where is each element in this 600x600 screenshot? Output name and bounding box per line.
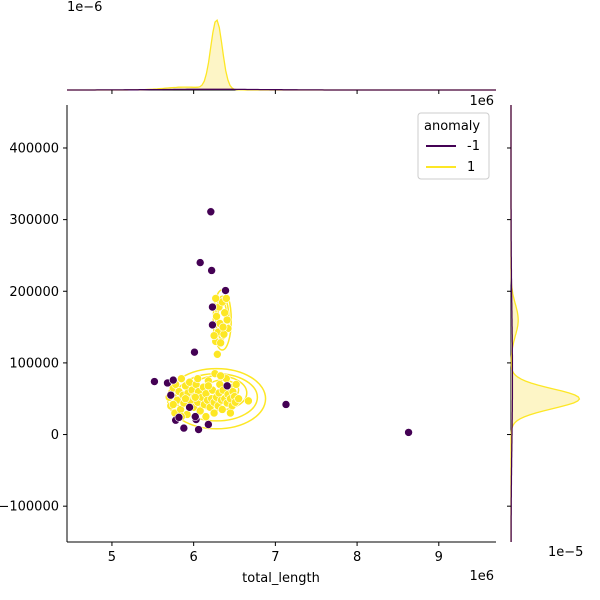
legend-title: anomaly (424, 119, 480, 134)
x-tick-label: 7 (271, 550, 279, 565)
scatter-point-anomaly (190, 412, 200, 421)
scatter-point-anomaly (207, 266, 216, 275)
scatter-point-normal (190, 392, 200, 402)
scatter-point-anomaly (185, 403, 194, 412)
legend-entry-anomaly: -1 (467, 139, 480, 154)
y-tick-label: 300000 (9, 213, 59, 228)
scatter-point-anomaly (222, 381, 232, 391)
scatter-point-anomaly (206, 207, 216, 217)
scatter-point-normal (218, 322, 228, 332)
x-tick-label: 6 (190, 550, 198, 565)
scatter-point-normal (201, 412, 211, 421)
y-tick-label: 200000 (9, 285, 59, 300)
scatter-point-normal (211, 294, 221, 303)
legend: anomaly -1 1 (417, 112, 490, 180)
y-axis-offset-label: 1e6 (469, 94, 494, 109)
x-axis-label: total_length (242, 571, 320, 586)
scatter-point-anomaly (150, 377, 159, 386)
main-panel: 5 6 7 8 9 −100000 0 100000 200000 300000 400000 t… (0, 94, 496, 586)
scatter-point-anomaly (281, 400, 291, 409)
top-marginal-offset-label: 1e−6 (67, 0, 102, 15)
scatter-point-normal (216, 338, 225, 348)
top-marginal-ticks (111, 90, 440, 94)
scatter-point-anomaly (208, 302, 217, 312)
y-tick-label: 400000 (9, 141, 59, 156)
top-marginal-curve-normal (67, 19, 496, 91)
scatter-point-normal (212, 312, 221, 321)
top-marginal-curves (67, 19, 496, 91)
right-marginal-curve-normal (510, 105, 581, 542)
scatter-point-normal (217, 405, 227, 414)
scatter-point-normal (222, 294, 231, 303)
y-axis-ticks: −100000 0 100000 200000 300000 400000 (0, 141, 67, 515)
scatter-point-normal (219, 329, 229, 339)
scatter-point-normal (226, 408, 235, 418)
right-marginal-curves (510, 105, 581, 542)
y-tick-label: −100000 (0, 500, 59, 515)
x-axis-ticks: 5 6 7 8 9 (108, 542, 443, 565)
scatter-point-anomaly (174, 413, 184, 422)
scatter-point-normal (234, 394, 243, 404)
top-marginal-panel: 1e−6 (67, 0, 496, 94)
scatter-point-normal (177, 374, 186, 383)
scatter-point-anomaly (194, 425, 203, 434)
top-marginal-fill-normal (67, 20, 496, 91)
legend-entry-normal: 1 (467, 160, 475, 175)
scatter-point-anomaly (208, 320, 217, 330)
scatter-point-normal (222, 315, 232, 325)
scatter-point-normal (195, 406, 205, 416)
scatter-point-normal (213, 350, 222, 359)
x-axis-offset-label: 1e6 (469, 569, 494, 584)
right-marginal-panel: 1e−5 (507, 105, 583, 560)
scatter-point-normal (209, 331, 219, 340)
right-marginal-curve-anomaly (510, 105, 514, 542)
scatter-point-normal (244, 396, 253, 406)
scatter-point-anomaly (168, 375, 178, 385)
top-marginal-curve-anomaly (67, 88, 496, 91)
right-marginal-ticks (507, 147, 511, 507)
y-tick-label: 0 (51, 428, 59, 443)
scatter-point-anomaly (404, 428, 413, 437)
right-marginal-fill-normal (511, 105, 580, 542)
scatter-point-normal (168, 400, 178, 409)
scatter-point-normal (209, 408, 219, 418)
scatter-point-normal (181, 394, 190, 404)
scatter-point-anomaly (195, 258, 205, 267)
y-tick-label: 100000 (9, 356, 59, 371)
scatter-point-normal (231, 380, 241, 389)
x-tick-label: 5 (108, 550, 116, 565)
scatter-point-anomaly (190, 347, 199, 357)
scatter-point-anomaly (204, 420, 213, 429)
scatter-point-anomaly (166, 390, 176, 400)
scatter-point-normal (193, 374, 203, 383)
x-tick-label: 8 (353, 550, 361, 565)
scatter-points (150, 207, 413, 437)
scatter-point-anomaly (179, 423, 189, 433)
scatter-point-normal (220, 308, 230, 318)
scatter-point-anomaly (221, 286, 230, 295)
x-tick-label: 9 (435, 550, 443, 565)
scatter-point-normal (204, 381, 213, 391)
right-marginal-offset-label: 1e−5 (548, 545, 583, 560)
scatter-point-normal (216, 371, 225, 381)
